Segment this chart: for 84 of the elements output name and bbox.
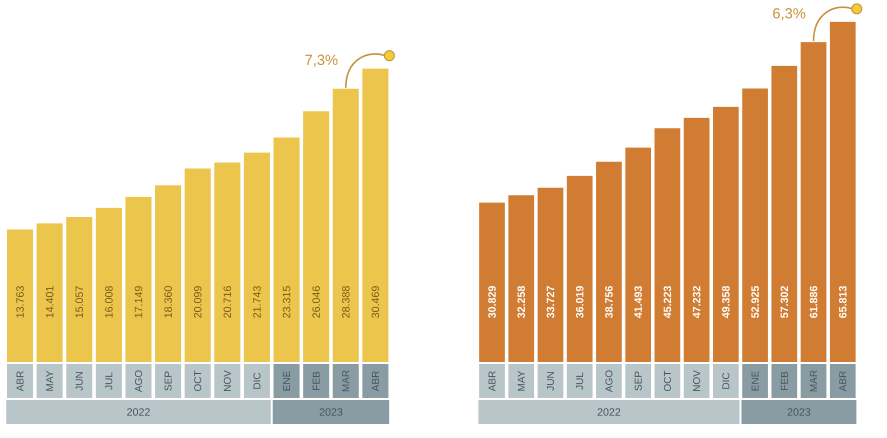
data-label: 23.315: [282, 286, 290, 318]
x-tick-label: DIC: [253, 372, 260, 389]
x-tick-label: OCT: [664, 370, 671, 392]
text: 6,3%: [773, 8, 806, 20]
x-tick-label: ABR: [839, 371, 846, 392]
data-label: 38.756: [605, 286, 613, 318]
bar: [712, 106, 739, 362]
bar: [274, 138, 300, 362]
data-label: 28.388: [342, 286, 350, 318]
bar: [303, 111, 330, 362]
bar: [36, 223, 63, 362]
x-tick-label: ABR: [16, 371, 24, 392]
data-label: 30.469: [372, 286, 380, 318]
x-tick-label: ABR: [488, 371, 496, 392]
data-label: 18.360: [164, 286, 172, 318]
bar: [66, 217, 92, 362]
bar: [654, 128, 680, 362]
data-label: 36.019: [576, 286, 584, 318]
data-label: 32.258: [517, 286, 526, 318]
text: 2023: [320, 408, 342, 416]
x-tick-label: MAY: [518, 370, 525, 391]
data-label: 41.493: [634, 286, 642, 318]
data-label: 61.886: [810, 286, 818, 318]
data-label: 17.149: [134, 286, 142, 318]
data-label: 52.925: [751, 286, 759, 318]
x-tick-label: MAY: [46, 370, 54, 391]
x-tick-label: JUL: [105, 372, 112, 390]
bar: [96, 208, 122, 362]
x-tick-label: JUL: [576, 372, 584, 390]
bar: [800, 42, 826, 362]
bar: [566, 176, 593, 362]
bar: [684, 118, 710, 362]
data-label: 33.727: [546, 286, 554, 318]
bar: [332, 88, 359, 362]
x-tick-label: DIC: [722, 372, 730, 389]
bar: [214, 162, 240, 362]
data-label: 15.057: [75, 286, 84, 318]
x-tick-label: NOV: [693, 370, 700, 392]
x-tick-label: OCT: [194, 370, 202, 392]
x-tick-label: AGO: [605, 370, 612, 392]
bar: [125, 196, 152, 362]
x-tick-label: AGO: [134, 370, 142, 392]
data-label: 21.743: [253, 286, 261, 318]
bar: [479, 202, 505, 362]
x-tick-label: NOV: [224, 370, 231, 392]
data-label: 49.358: [722, 286, 730, 318]
bar: [155, 185, 182, 362]
bar: [6, 229, 34, 362]
x-tick-label: ABR: [372, 371, 379, 392]
x-tick-label: FEB: [780, 372, 788, 390]
x-tick-label: MAR: [342, 370, 350, 392]
text: 2022: [127, 408, 150, 416]
data-label: 14.401: [46, 286, 54, 318]
data-label: 47.232: [692, 286, 700, 318]
data-label: 20.716: [224, 286, 232, 318]
bar: [362, 68, 388, 362]
data-label: 65.813: [838, 286, 847, 318]
x-tick-label: JUN: [546, 372, 554, 391]
x-tick-label: MAR: [810, 370, 817, 392]
bar: [244, 152, 270, 362]
data-label: 13.763: [16, 286, 24, 318]
bar: [625, 148, 652, 362]
data-label: 45.223: [664, 286, 672, 318]
bar: [742, 88, 768, 362]
bar: [830, 22, 856, 362]
data-label: 26.046: [312, 286, 320, 318]
bar: [508, 195, 534, 362]
data-label: 20.099: [194, 286, 202, 318]
data-label: 16.008: [105, 286, 113, 318]
x-tick-label: ENE: [283, 371, 290, 390]
data-label: 30.829: [488, 286, 496, 318]
text: 7,3%: [305, 54, 338, 67]
x-tick-label: SEP: [634, 372, 642, 391]
text: 2022: [598, 408, 620, 416]
data-label: 57.302: [780, 286, 788, 318]
text: 2023: [788, 408, 810, 416]
bar: [771, 66, 798, 362]
bar: [596, 162, 622, 362]
bar: [538, 188, 564, 362]
bar: [184, 168, 211, 362]
x-tick-label: FEB: [312, 372, 320, 390]
x-tick-label: SEP: [164, 372, 172, 391]
x-tick-label: ENE: [752, 371, 759, 390]
x-tick-label: JUN: [76, 372, 83, 391]
